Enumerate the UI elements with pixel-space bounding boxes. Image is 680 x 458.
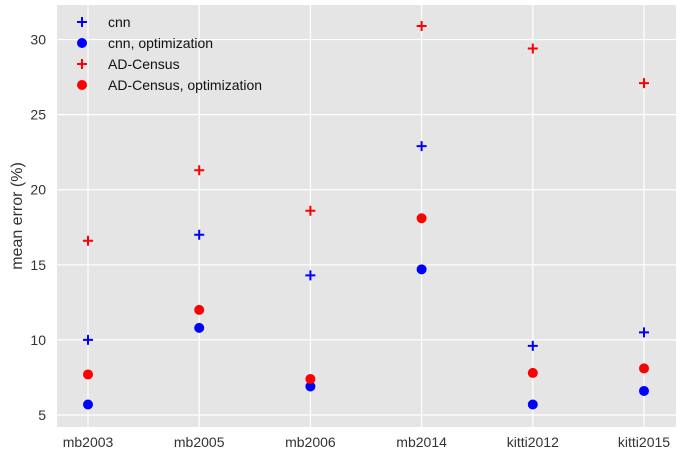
x-tick-label: kitti2015 [618,434,670,450]
data-point-series1-5 [639,385,649,396]
data-point-series1-2 [305,381,316,392]
data-point-series0-2 [305,270,316,281]
y-tick-labels: 5 10 15 20 25 30 [30,32,46,423]
data-point-series0-1 [194,229,205,240]
legend: cnn cnn, optimization AD-Census AD-Census, … [77,14,262,93]
legend-marker-2 [77,59,87,69]
data-point-series1-1 [194,322,205,333]
x-tick-label: mb2005 [174,434,225,450]
data-point-series1-3 [416,264,427,275]
y-tick-label: 15 [30,257,46,273]
data-point-series1-4 [527,399,538,410]
data-point-series3-4 [527,367,538,378]
data-point-series0-5 [639,327,649,338]
x-tick-label: mb2003 [63,434,114,450]
x-tick-label: mb2006 [285,434,336,450]
x-tick-label: mb2014 [396,434,447,450]
plot-area [57,5,676,427]
data-point-series0-3 [416,141,427,152]
y-tick-label: 10 [30,332,46,348]
data-point-series2-3 [416,21,427,32]
legend-marker-3 [77,80,87,90]
data-points [83,21,649,410]
data-point-series3-3 [416,213,427,224]
y-tick-label: 20 [30,182,46,198]
legend-label-1: cnn, optimization [108,35,213,51]
x-tick-label: kitti2012 [507,434,559,450]
legend-label-3: AD-Census, optimization [108,77,262,93]
y-tick-label: 25 [30,107,46,123]
data-point-series2-0 [83,235,93,246]
data-point-series3-1 [194,304,205,315]
data-point-series0-0 [83,334,93,345]
legend-marker-0 [77,17,87,27]
data-point-series3-5 [639,363,649,374]
data-point-series3-0 [83,369,93,380]
data-point-series2-2 [305,205,316,216]
data-point-series1-0 [83,399,93,410]
y-tick-label: 30 [30,32,46,48]
x-tick-labels: mb2003 mb2005 mb2006 mb2014 kitti2012 kitti20… [63,434,671,450]
data-point-series2-1 [194,165,205,176]
y-tick-label: 5 [38,407,46,423]
data-point-series2-5 [639,78,649,89]
data-point-series2-4 [527,43,538,54]
legend-label-2: AD-Census [108,56,180,72]
y-axis-label: mean error (%) [9,162,26,270]
legend-label-0: cnn [108,14,131,30]
data-point-series3-2 [305,373,316,384]
data-point-series0-4 [527,340,538,351]
legend-marker-1 [77,38,87,48]
